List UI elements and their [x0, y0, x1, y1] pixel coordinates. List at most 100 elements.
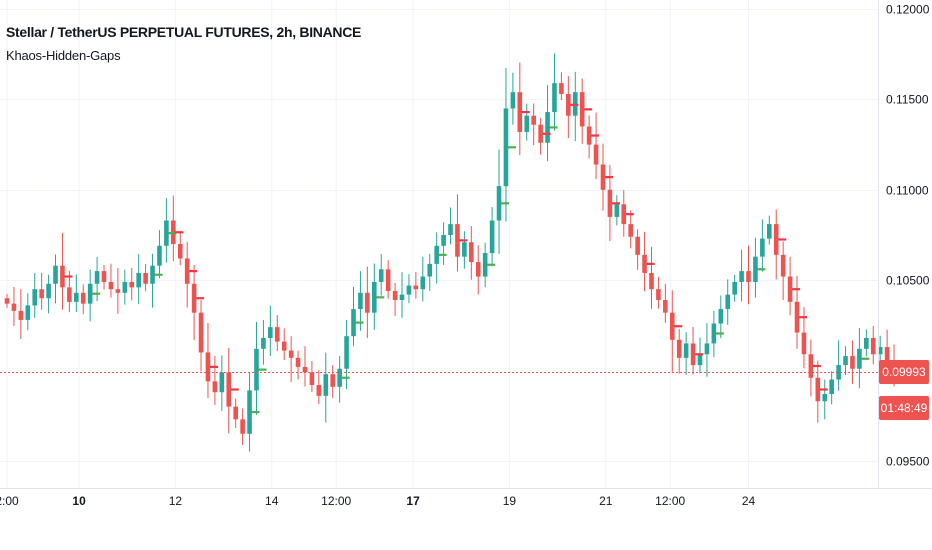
time-tick-label: 2:00 [0, 494, 19, 508]
candle-up [247, 390, 252, 434]
candle-up [74, 292, 79, 302]
candle-down [475, 262, 481, 277]
candle-down [850, 356, 855, 369]
candle-up [711, 323, 717, 344]
candle-down [316, 384, 322, 396]
candle-down [808, 354, 814, 378]
candle-down [177, 244, 183, 259]
candle-down [663, 300, 668, 313]
price-axis[interactable]: 0.12000 0.11500 0.11000 0.10500 0.09500 [886, 3, 930, 469]
candle-up [219, 372, 225, 393]
price-tick-label: 0.10500 [886, 274, 930, 288]
candle-up [441, 234, 446, 246]
candle-up [877, 347, 883, 355]
candle-down [281, 341, 287, 351]
grid-lines [0, 0, 878, 488]
candle-down [780, 254, 786, 277]
candle-down [870, 337, 876, 355]
candle-down [198, 312, 204, 353]
candle-down [649, 272, 654, 290]
candle-down [538, 124, 543, 143]
candle-up [164, 220, 169, 246]
price-tick-label: 0.09500 [886, 455, 930, 469]
candle-up [46, 283, 51, 299]
candle-down [4, 298, 10, 304]
candle-up [420, 276, 426, 290]
candle-down [413, 285, 419, 290]
candle-down [787, 276, 793, 302]
candle-down [233, 406, 238, 420]
candle-down [794, 301, 800, 333]
candle-up [614, 204, 620, 217]
candle-down [108, 281, 114, 290]
candle-up [399, 294, 405, 301]
candle-up [718, 309, 724, 324]
time-tick-label: 14 [265, 494, 279, 508]
candle-up [503, 108, 509, 187]
candle-up [489, 220, 495, 254]
candle-down [67, 287, 72, 302]
candle-down [559, 83, 564, 94]
candle-down [184, 258, 190, 284]
candle-down [18, 310, 24, 320]
candle-up [482, 253, 488, 277]
candle-up [358, 292, 363, 310]
candle-up [732, 281, 737, 295]
candles [4, 53, 897, 452]
candle-up [136, 272, 141, 288]
candle-down [226, 372, 232, 407]
candle-down [115, 289, 121, 293]
candle-down [642, 254, 647, 273]
candle-up [857, 348, 862, 369]
candle-down [60, 265, 65, 288]
candle-up [378, 269, 384, 282]
candle-down [274, 327, 280, 342]
candle-up [53, 265, 58, 284]
time-tick-label: 12:00 [321, 494, 351, 508]
time-tick-label: 12 [169, 494, 183, 508]
time-tick-label: 12:00 [655, 494, 685, 508]
candle-down [129, 281, 135, 288]
time-axis[interactable]: 2:00 10 12 14 12:00 17 19 21 12:00 24 [0, 494, 756, 508]
candle-up [32, 289, 38, 306]
candle-down [455, 224, 460, 257]
candle-down [669, 312, 675, 340]
candle-up [254, 348, 259, 391]
candle-up [683, 343, 689, 358]
candle-up [448, 224, 453, 235]
candle-up [268, 327, 273, 338]
candle-down [191, 283, 197, 313]
candle-down [676, 339, 682, 358]
candle-up [157, 245, 162, 266]
candle-up [697, 354, 703, 366]
candle-down [815, 377, 821, 402]
candle-down [884, 347, 890, 364]
time-tick-label: 24 [742, 494, 756, 508]
candle-up [87, 283, 93, 304]
candle-up [122, 281, 128, 293]
candle-down [101, 271, 107, 282]
candle-down [628, 224, 633, 237]
indicator-label[interactable]: Khaos-Hidden-Gaps [6, 48, 121, 63]
price-tick-label: 0.11000 [886, 184, 929, 198]
candle-down [143, 272, 148, 284]
candle-up [344, 336, 349, 369]
last-price-tag: 0.09993 [879, 360, 929, 384]
symbol-title: Stellar / TetherUS PERPETUAL FUTURES, 2h… [6, 24, 362, 40]
candle-up [864, 337, 869, 349]
time-tick-label: 19 [503, 494, 517, 508]
candle-down [330, 374, 336, 387]
candle-up [829, 379, 834, 395]
candle-down [212, 381, 218, 393]
candle-down [607, 189, 613, 217]
candle-up [434, 245, 439, 264]
candle-up [371, 281, 377, 313]
candle-up [836, 365, 841, 380]
candle-up [406, 285, 412, 295]
candle-down [302, 366, 308, 373]
candle-down [39, 289, 44, 299]
candle-up [552, 83, 557, 113]
candle-up [704, 343, 710, 355]
candle-up [843, 356, 848, 366]
